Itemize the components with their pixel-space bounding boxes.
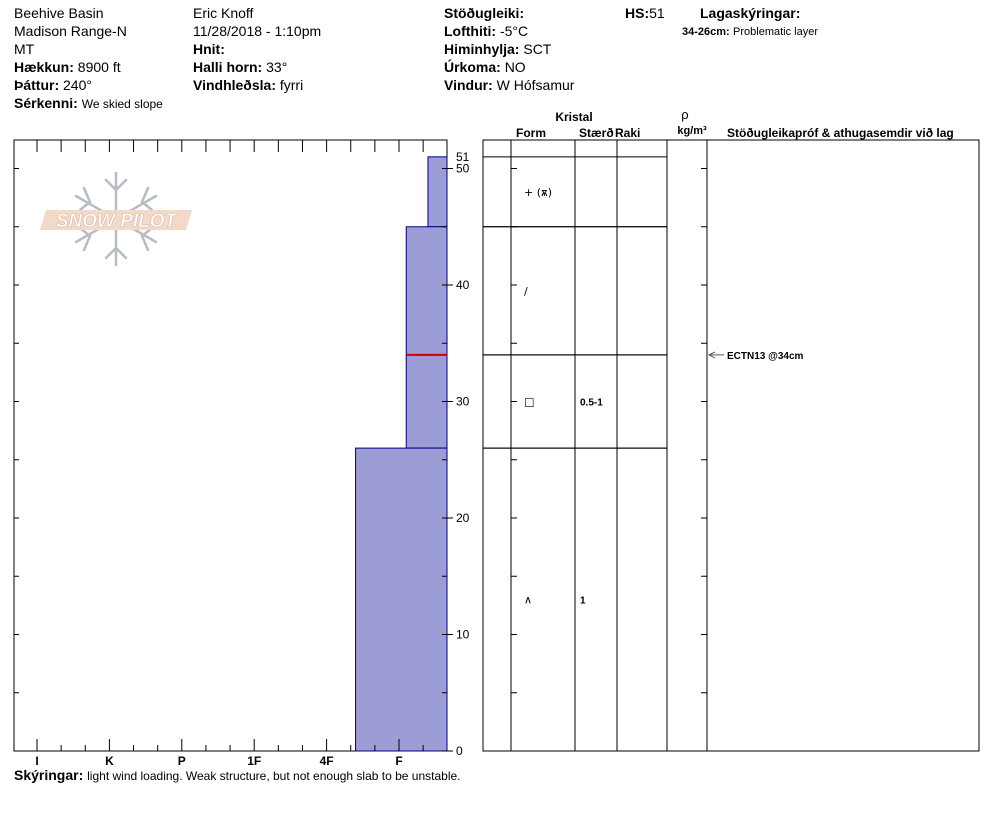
table-height-ticks (511, 168, 707, 752)
hardness-tick-label: 1F (247, 754, 261, 768)
wind-value: W Hófsamur (496, 77, 575, 93)
hardness-tick-label: I (35, 754, 38, 768)
observer-name: Eric Knoff (193, 5, 254, 21)
height-tick-label: 20 (456, 511, 470, 525)
y-tick-label-top: 51 (456, 150, 470, 164)
aspect-row: Þáttur: 240° (14, 76, 92, 94)
air-temp-value: -5°C (499, 23, 529, 39)
tests-header: Stöðugleikapróf & athugasemdir við lag (727, 126, 954, 140)
footer-notes-label: Skýringar: (14, 767, 84, 783)
hs-row: HS:51 (625, 4, 665, 22)
height-tick-label: 50 (456, 162, 470, 176)
layer-note-range: 34-26cm: (682, 26, 730, 38)
stability-row: Stöðugleiki: (444, 4, 524, 22)
elevation-label: Hækkun: (14, 59, 74, 75)
test-arrow-head (707, 351, 716, 359)
hardness-tick-label: K (105, 754, 114, 768)
wind-loading-value: fyrri (279, 77, 304, 93)
form-header: Form (516, 126, 546, 140)
stability-tests: ECTN13 @34cm (707, 351, 804, 362)
features-label: Sérkenni: (14, 95, 78, 111)
layer-bar (355, 447, 448, 752)
layer-bar (405, 226, 448, 356)
height-tick-label: 10 (456, 628, 470, 642)
layer-bars (355, 156, 448, 752)
slope-value: 33° (266, 59, 288, 75)
aspect-label: Þáttur: (14, 77, 60, 93)
precip-value: NO (504, 59, 526, 75)
density-symbol: ρ (681, 107, 688, 122)
left-axis-ticks (14, 140, 447, 752)
air-temp-row: Lofthiti: -5°C (444, 22, 528, 40)
wind-loading-label: Vindhleðsla: (193, 77, 276, 93)
density-unit: kg/m³ (677, 125, 707, 137)
features-row: Sérkenni: We skied slope (14, 94, 163, 113)
size-header: Stærð (579, 126, 614, 140)
coords-label: Hnit: (193, 41, 225, 57)
wind-label: Vindur: (444, 77, 493, 93)
moisture-header: Raki (615, 126, 640, 140)
grain-form-symbol: ∧ (524, 594, 532, 607)
slope-label: Halli horn: (193, 59, 263, 75)
sky-label: Himinhylja: (444, 41, 520, 57)
height-tick-label: 30 (456, 395, 470, 409)
layer-table-frame (482, 139, 980, 752)
wind-loading-row: Vindhleðsla: fyrri (193, 76, 303, 94)
hs-value: 51 (649, 5, 665, 21)
grain-form-symbol: □ (524, 396, 534, 409)
grain-size: 0.5-1 (580, 398, 603, 409)
grain-form-symbol: / (524, 285, 528, 298)
elevation-row: Hækkun: 8900 ft (14, 58, 121, 76)
stability-label: Stöðugleiki: (444, 5, 525, 21)
layer-bar (405, 354, 448, 449)
precip-row: Úrkoma: NO (444, 58, 526, 76)
slope-row: Halli horn: 33° (193, 58, 287, 76)
crystal-header: Kristal (555, 110, 592, 124)
features-value: We skied slope (81, 97, 163, 111)
grain-form-symbol: + (ѫ) (524, 186, 552, 199)
height-axis-labels: 0 10 20 30 40 50 (447, 162, 470, 758)
snowpilot-logo: SNOW PILOT (40, 171, 192, 267)
air-temp-label: Lofthiti: (444, 23, 497, 39)
layer-table-cells: + (ѫ) / □ 0.5-1 ∧ 1 (524, 186, 603, 607)
location-name: Beehive Basin (14, 5, 104, 21)
layer-notes-label: Lagaskýringar: (700, 5, 801, 21)
wind-row: Vindur: W Hófsamur (444, 76, 574, 94)
aspect-value: 240° (63, 77, 92, 93)
layer-bar (427, 156, 448, 228)
precip-label: Úrkoma: (444, 59, 501, 75)
logo-banner (40, 210, 192, 230)
height-tick-label: 40 (456, 278, 470, 292)
observation-datetime: 11/28/2018 - 1:10pm (193, 23, 322, 39)
layer-note-text: Problematic layer (733, 26, 819, 38)
height-tick-label: 0 (456, 744, 463, 758)
sky-row: Himinhylja: SCT (444, 40, 551, 58)
elevation-value: 8900 ft (77, 59, 121, 75)
hardness-tick-label: P (178, 754, 186, 768)
range-name: Madison Range-N (14, 23, 127, 39)
hardness-axis: I K P 1F 4F F (35, 739, 424, 768)
sky-value: SCT (523, 41, 552, 57)
footer-notes-text: light wind loading. Weak structure, but … (87, 769, 461, 783)
layer-note-row: 34-26cm: Problematic layer (682, 22, 818, 41)
footer-notes-row: Skýringar: light wind loading. Weak stru… (14, 766, 461, 785)
test-label: ECTN13 @34cm (727, 351, 804, 362)
grain-size: 1 (580, 596, 586, 607)
layer-table-columns (510, 140, 708, 751)
hardness-tick-label: F (395, 754, 402, 768)
hs-label: HS: (625, 5, 650, 21)
hardness-tick-label: 4F (320, 754, 334, 768)
logo-text: SNOW PILOT (56, 211, 178, 232)
state-name: MT (14, 41, 35, 57)
